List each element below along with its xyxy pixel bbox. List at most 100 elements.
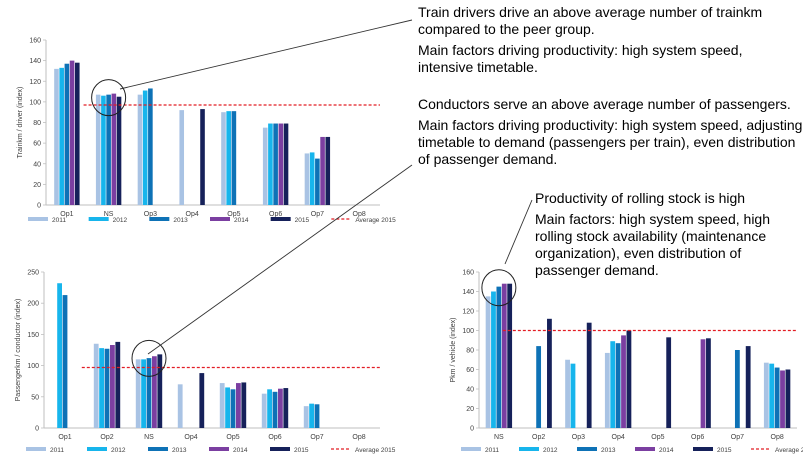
bar-op6-2015 — [283, 123, 289, 205]
x-tick-label: Op4 — [184, 434, 197, 441]
bar-op4-2015 — [200, 109, 205, 205]
y-tick-label: 60 — [33, 141, 41, 148]
annotation-drivers: Train drivers drive an above average num… — [418, 4, 790, 80]
bar-op7-2011 — [303, 406, 309, 428]
legend-swatch-2015 — [693, 447, 713, 451]
bar-op7-2013 — [314, 404, 320, 428]
bar-ns-2015 — [157, 354, 163, 428]
y-axis-label: Passengerkm / conductor (index) — [15, 299, 22, 402]
bar-op1-2013 — [62, 295, 68, 428]
bar-op5-2015 — [666, 337, 672, 428]
y-tick-label: 0 — [35, 426, 39, 433]
bar-op1-2014 — [69, 60, 75, 205]
bar-op4-2014 — [621, 335, 626, 428]
bar-op5-2014 — [236, 383, 241, 428]
bar-op4-2011 — [179, 110, 185, 205]
bar-ns-2013 — [146, 358, 152, 428]
x-tick-label: Op2 — [532, 434, 545, 441]
legend-swatch-2015 — [270, 447, 290, 451]
legend-swatch-2011 — [26, 447, 46, 451]
legend-swatch-2014 — [209, 447, 229, 451]
y-tick-label: 20 — [33, 182, 41, 189]
annotation-drivers-headline: Train drivers drive an above average num… — [418, 4, 763, 37]
x-tick-label: Op8 — [353, 211, 366, 218]
bar-op6-2011 — [261, 393, 267, 428]
annotation-conductors-headline: Conductors serve an above average number… — [418, 96, 791, 112]
legend-label-2011: 2011 — [52, 217, 66, 224]
y-axis-label: Pkm / vehicle (index) — [450, 318, 457, 383]
legend-swatch-2014 — [210, 217, 230, 221]
y-tick-label: 200 — [27, 301, 39, 308]
legend-label-2013: 2013 — [172, 447, 187, 454]
bar-op4-2013 — [615, 343, 621, 428]
chart-trainkm-per-driver: 0 20 40 60 80 100 120 140 160 Trainkm / driver (i… — [17, 38, 396, 225]
chart-passengerkm-per-conductor: 0 50 100 150 200 250 Passengerkm / conductor (… — [15, 270, 396, 455]
bar-op5-2012 — [225, 387, 230, 428]
x-tick-label: Op3 — [572, 434, 585, 441]
legend-swatch-2015 — [270, 217, 291, 221]
legend-swatch-2014 — [635, 447, 655, 451]
x-tick-label: Op6 — [268, 434, 281, 441]
x-tick-label: Op5 — [226, 434, 239, 441]
ns-highlight-circle — [131, 339, 167, 377]
bar-op3-2011 — [565, 359, 570, 428]
x-tick-label: NS — [144, 434, 154, 441]
bar-ns-2013 — [106, 94, 111, 205]
y-tick-label: 0 — [37, 203, 41, 210]
x-tick-label: Op4 — [612, 434, 625, 441]
y-tick-label: 80 — [466, 348, 474, 355]
x-tick-label: Op8 — [771, 434, 784, 441]
bar-ns-2011 — [135, 359, 141, 428]
y-axis-label: Trainkm / driver (index) — [17, 87, 24, 159]
y-tick-label: 160 — [29, 38, 41, 45]
legend-label-2011: 2011 — [50, 447, 64, 454]
bar-op6-2012 — [267, 389, 272, 428]
bar-op7-2013 — [734, 350, 740, 428]
bar-op6-2014 — [278, 388, 283, 428]
bar-ns-2014 — [501, 283, 507, 428]
bar-op2-2013 — [536, 346, 542, 428]
x-tick-label: Op4 — [186, 211, 199, 218]
bar-ns-2011 — [485, 296, 491, 428]
callout-line-drivers — [119, 19, 413, 90]
bar-ns-2012 — [491, 291, 496, 428]
legend-swatch-2011 — [28, 217, 48, 221]
bar-ns-2013 — [496, 286, 502, 428]
x-tick-label: Op5 — [651, 434, 664, 441]
bar-op5-2013 — [231, 111, 237, 205]
annotation-drivers-factors: Main factors driving productivity: high … — [418, 42, 743, 75]
bar-op3-2013 — [148, 88, 153, 205]
bar-op7-2013 — [315, 158, 320, 205]
bar-op1-2012 — [57, 283, 62, 428]
legend-label-average: Average 2015 — [775, 447, 803, 454]
x-tick-label: NS — [494, 434, 504, 441]
bar-op4-2011 — [177, 384, 183, 428]
annotation-rolling-stock: Productivity of rolling stock is high Ma… — [535, 190, 795, 283]
bar-ns-2012 — [141, 359, 146, 428]
callout-line-rolling-stock — [504, 199, 533, 265]
legend-swatch-2013 — [577, 447, 597, 451]
annotation-conductors-factors: Main factors driving productivity: high … — [418, 117, 803, 167]
legend-label-2011: 2011 — [485, 447, 499, 454]
y-tick-label: 140 — [29, 58, 41, 65]
legend-swatch-2013 — [148, 447, 168, 451]
bar-op2-2014 — [110, 345, 115, 428]
bar-op1-2012 — [59, 67, 64, 205]
y-tick-label: 50 — [31, 394, 39, 401]
bar-op5-2011 — [219, 383, 225, 428]
bar-op8-2013 — [774, 367, 780, 428]
bar-op6-2014 — [278, 123, 284, 205]
legend-swatch-2012 — [519, 447, 539, 451]
bar-op8-2015 — [785, 369, 791, 428]
ns-highlight-circle — [91, 79, 127, 117]
bar-ns-2011 — [95, 94, 101, 205]
bar-op2-2012 — [99, 348, 104, 428]
x-tick-label: Op8 — [352, 434, 365, 441]
legend-label-2014: 2014 — [233, 447, 248, 454]
bar-op5-2012 — [226, 111, 231, 205]
bar-op2-2011 — [93, 343, 99, 428]
y-tick-label: 40 — [466, 387, 474, 394]
legend-swatch-2011 — [461, 447, 481, 451]
x-tick-label: Op7 — [731, 434, 744, 441]
